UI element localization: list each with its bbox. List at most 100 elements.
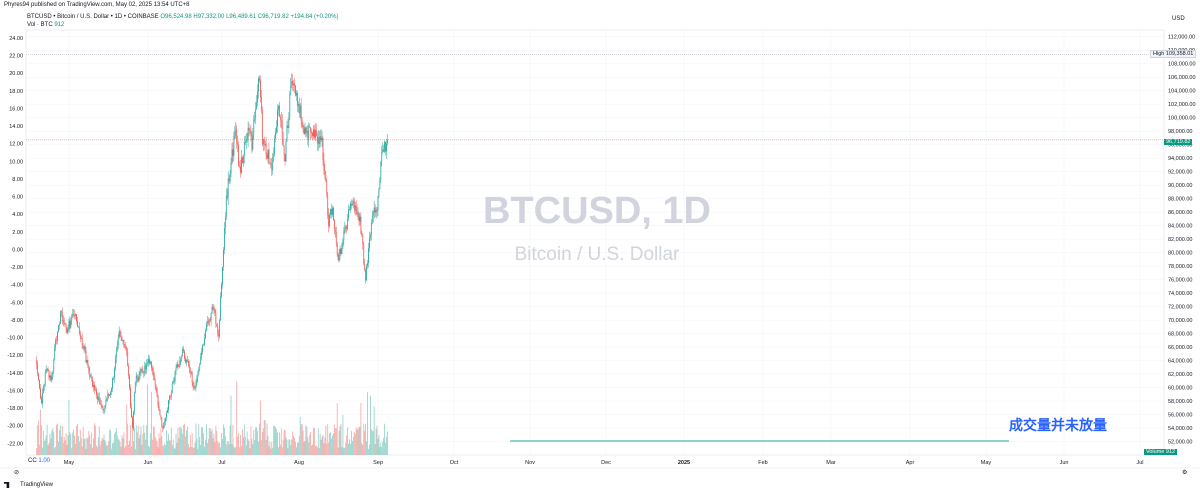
volume-bar	[67, 435, 69, 455]
volume-bar	[92, 447, 94, 455]
volume-bar	[69, 432, 71, 455]
candle-body	[258, 78, 259, 92]
volume-bar	[346, 435, 348, 455]
volume-bar	[50, 438, 52, 455]
candle-body	[333, 207, 334, 220]
volume-bar	[189, 434, 191, 455]
time-axis-label: Dec	[601, 460, 611, 466]
volume-bar	[273, 425, 275, 455]
right-tick-label: 92,000.00	[1168, 170, 1192, 176]
candle-body	[47, 368, 49, 371]
candle-body	[247, 128, 249, 140]
candle-body	[140, 369, 142, 372]
volume-bar	[127, 423, 129, 455]
candle-body	[58, 325, 59, 332]
zoom-icon[interactable]: ⊘	[14, 470, 20, 476]
candle-body	[122, 340, 124, 341]
candle-body	[334, 229, 336, 232]
cc-legend[interactable]: CC 1.00	[28, 458, 50, 464]
volume-bar	[230, 395, 232, 455]
candle-body	[384, 141, 386, 152]
currency-label[interactable]: USD	[1172, 16, 1185, 22]
volume-bar	[147, 384, 149, 455]
volume-bar	[103, 434, 105, 455]
candle-body	[333, 219, 335, 230]
candle-body	[70, 320, 72, 328]
volume-bar	[187, 443, 189, 455]
volume-bar	[126, 404, 128, 455]
candle-body	[374, 207, 376, 213]
candle-body	[291, 81, 293, 86]
candle-body	[96, 395, 98, 400]
volume-tag: Volume 912	[1144, 449, 1178, 455]
left-tick-label: 2.00	[12, 230, 23, 236]
volume-bar	[260, 400, 261, 455]
volume-bar	[343, 448, 345, 455]
candle-body	[263, 138, 265, 145]
candle-body	[42, 386, 44, 393]
candle-body	[296, 92, 297, 96]
volume-bar	[111, 448, 112, 455]
candle-body	[326, 181, 328, 195]
candle-body	[170, 393, 172, 397]
volume-legend[interactable]: Vol · BTC 912	[27, 22, 64, 28]
symbol-legend[interactable]: BTCUSD • Bitcoin / U.S. Dollar • 1D • CO…	[27, 14, 339, 20]
volume-bar	[357, 429, 359, 455]
candle-body	[210, 313, 212, 321]
candle-body	[98, 396, 100, 401]
candle-body	[278, 105, 279, 110]
volume-bar	[122, 438, 124, 455]
volume-bar	[120, 446, 122, 455]
candle-body	[127, 351, 129, 366]
volume-bar	[94, 423, 95, 455]
candle-body	[271, 165, 273, 171]
volume-bar	[368, 448, 369, 455]
candle-body	[71, 315, 73, 321]
gear-icon[interactable]: ⚙	[1182, 470, 1188, 476]
candle-body	[121, 337, 123, 341]
volume-bar	[155, 439, 157, 455]
volume-bar	[130, 425, 131, 455]
candle-body	[377, 196, 379, 211]
volume-bar	[77, 423, 78, 455]
volume-tag-label: Volume	[1146, 449, 1165, 455]
volume-bar	[208, 428, 210, 455]
time-axis-label: Jul	[218, 460, 225, 466]
volume-bar	[162, 445, 164, 455]
volume-bar	[259, 423, 260, 455]
left-tick-label: 14.00	[9, 124, 23, 130]
candle-body	[256, 102, 258, 109]
candle-body	[252, 134, 254, 150]
time-axis-label: Aug	[294, 460, 304, 466]
volume-bar	[231, 443, 233, 455]
candle-body	[232, 149, 234, 156]
volume-bar	[328, 442, 330, 455]
candle-body	[378, 189, 380, 197]
right-tick-label: 112,000.00	[1168, 35, 1195, 41]
candle-body	[239, 165, 240, 167]
candle-body	[150, 361, 151, 364]
volume-bar	[66, 444, 68, 455]
candle-body	[171, 382, 173, 394]
volume-bar	[71, 448, 73, 455]
volume-bar	[312, 444, 313, 455]
candle-body	[327, 194, 329, 215]
volume-bar	[332, 435, 333, 455]
volume-bar	[193, 447, 195, 455]
right-tick-label: 104,000.00	[1168, 89, 1196, 95]
volume-bar	[268, 446, 270, 455]
volume-bar	[58, 441, 59, 455]
time-axis-label: Jul	[1136, 460, 1143, 466]
right-tick-label: 72,000.00	[1168, 305, 1192, 311]
volume-bar	[42, 430, 44, 455]
plot-area	[25, 29, 1165, 456]
candle-body	[93, 384, 94, 387]
high-tag-label: High	[1153, 51, 1165, 57]
volume-bar	[102, 439, 104, 455]
right-tick-label: 56,000.00	[1168, 413, 1192, 419]
volume-bar	[217, 440, 219, 455]
candle-body	[113, 378, 114, 379]
volume-bar	[315, 445, 317, 455]
candle-body	[359, 216, 361, 222]
